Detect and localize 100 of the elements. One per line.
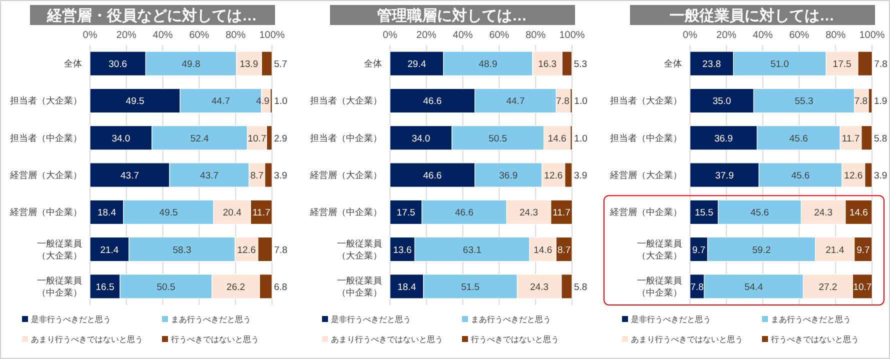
data-label: 49.5 — [126, 96, 144, 108]
y-tick-label: 経営層（中企業） — [609, 207, 682, 218]
data-label: 8.7 — [557, 244, 571, 256]
y-tick-label: 担当者（中企業） — [10, 132, 82, 143]
y-tick-label: 一般従業員（大企業） — [37, 238, 82, 260]
data-label: 12.6 — [237, 244, 256, 256]
data-label: 26.2 — [226, 282, 246, 293]
data-label: 11.7 — [252, 208, 270, 219]
legend-label: あまり行うべきではないと思う — [631, 335, 743, 344]
data-label: 3.9 — [574, 170, 588, 182]
data-label: 52.4 — [190, 133, 209, 144]
data-label: 24.3 — [520, 208, 538, 219]
data-label: 18.4 — [397, 282, 416, 293]
y-tick-label: 担当者（中企業） — [310, 132, 382, 143]
data-label: 1.9 — [874, 96, 888, 108]
data-label: 1.0 — [574, 133, 588, 144]
data-label: 35.0 — [712, 96, 732, 108]
data-label: 5.3 — [574, 59, 588, 70]
legend-label: 行うべきではないと思う — [171, 335, 259, 344]
x-tick-label: 60% — [189, 30, 210, 41]
x-tick-label: 80% — [526, 30, 546, 41]
data-label: 7.8 — [556, 96, 570, 108]
chart-title: 一般従業員に対しては… — [670, 6, 834, 24]
data-label: 27.2 — [818, 282, 838, 293]
x-tick-label: 0% — [682, 30, 698, 41]
x-tick-label: 20% — [416, 30, 437, 41]
data-label: 59.2 — [752, 244, 771, 256]
data-label: 24.3 — [814, 208, 833, 219]
data-label: 45.6 — [791, 170, 810, 182]
data-label: 24.3 — [530, 282, 549, 293]
y-tick-label: 一般従業員（中企業） — [37, 275, 82, 298]
data-label: 43.7 — [200, 170, 219, 182]
x-tick-label: 80% — [226, 30, 246, 41]
data-label: 8.7 — [250, 170, 264, 182]
y-tick-label: 担当者（大企業） — [610, 96, 682, 106]
data-label: 15.5 — [694, 208, 714, 219]
data-label: 3.9 — [274, 170, 288, 182]
legend-label: まあ行うべきだと思う — [771, 315, 851, 324]
data-label: 12.6 — [844, 170, 863, 182]
data-label: 11.7 — [842, 133, 860, 144]
data-label: 23.8 — [702, 59, 721, 70]
y-tick-label: 経営層（中企業） — [9, 207, 82, 218]
data-label: 6.8 — [274, 282, 288, 293]
legend-label: 是非行うべきだと思う — [331, 315, 411, 324]
data-label: 43.7 — [120, 170, 140, 182]
data-label: 46.6 — [423, 96, 442, 108]
data-label: 5.8 — [574, 282, 588, 293]
data-label: 44.7 — [212, 96, 230, 108]
data-label: 9.7 — [856, 244, 870, 256]
data-label: 55.3 — [794, 96, 814, 108]
data-label: 17.5 — [832, 59, 852, 70]
y-tick-label: 全体 — [364, 58, 382, 69]
data-label: 10.7 — [853, 282, 872, 293]
x-tick-label: 40% — [152, 30, 173, 41]
data-label: 10.7 — [248, 133, 266, 144]
y-tick-label: 一般従業員（中企業） — [637, 275, 682, 298]
data-label: 9.7 — [692, 244, 706, 256]
data-label: 49.8 — [182, 59, 200, 70]
data-label: 44.7 — [506, 96, 525, 108]
y-tick-label: 担当者（大企業） — [310, 96, 382, 106]
data-label: 36.9 — [499, 170, 518, 182]
data-label: 14.6 — [548, 133, 566, 144]
data-label: 54.4 — [744, 282, 763, 293]
data-label: 29.4 — [408, 59, 426, 70]
y-tick-label: 経営層（大企業） — [309, 170, 382, 180]
legend-label: 行うべきではないと思う — [471, 335, 559, 344]
data-label: 45.6 — [750, 208, 769, 219]
data-label: 18.4 — [97, 208, 116, 219]
data-label: 46.6 — [455, 208, 474, 219]
y-tick-label: 一般従業員（中企業） — [337, 275, 382, 298]
y-tick-label: 一般従業員（大企業） — [637, 238, 682, 260]
data-label: 21.4 — [826, 244, 844, 256]
x-tick-label: 100% — [859, 30, 885, 41]
data-label: 3.9 — [874, 170, 888, 182]
legend-label: まあ行うべきだと思う — [471, 315, 551, 324]
x-tick-label: 0% — [382, 30, 398, 41]
data-label: 1.0 — [574, 96, 588, 108]
data-label: 50.5 — [156, 282, 176, 293]
data-label: 37.9 — [715, 170, 734, 182]
x-tick-label: 60% — [489, 30, 510, 41]
y-tick-label: 全体 — [664, 58, 682, 69]
y-tick-label: 経営層（大企業） — [9, 170, 82, 180]
data-label: 58.3 — [172, 244, 192, 256]
data-label: 17.5 — [396, 208, 416, 219]
data-label: 63.1 — [462, 244, 482, 256]
data-label: 2.9 — [274, 133, 288, 144]
legend-label: あまり行うべきではないと思う — [331, 335, 443, 344]
x-tick-label: 100% — [259, 30, 285, 41]
y-tick-label: 担当者（大企業） — [10, 96, 82, 106]
data-label: 7.8 — [274, 244, 288, 256]
data-label: 20.4 — [222, 208, 242, 219]
x-tick-label: 40% — [452, 30, 473, 41]
data-label: 30.6 — [108, 59, 128, 70]
data-label: 14.6 — [849, 208, 868, 219]
legend-label: あまり行うべきではないと思う — [31, 335, 143, 344]
x-tick-label: 60% — [789, 30, 810, 41]
x-tick-label: 0% — [82, 30, 98, 41]
data-label: 13.6 — [393, 244, 412, 256]
data-label: 7.8 — [854, 96, 868, 108]
data-label: 34.0 — [112, 133, 130, 144]
